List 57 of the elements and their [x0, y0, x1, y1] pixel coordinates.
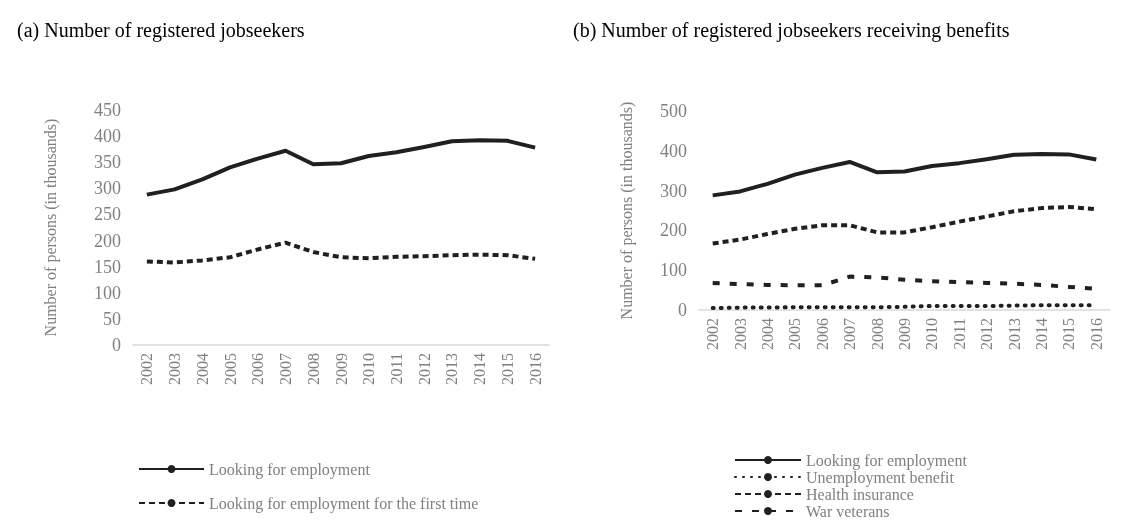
x-tick-label: 2015	[1060, 318, 1078, 350]
x-tick-label: 2006	[249, 353, 267, 385]
y-tick-label: 200	[660, 220, 687, 241]
y-tick-label: 250	[94, 204, 121, 225]
x-tick-label: 2013	[443, 353, 461, 385]
x-tick-label: 2013	[1005, 318, 1023, 350]
y-tick-label: 400	[94, 126, 121, 147]
y-axis-title: Number of persons (in thousands)	[617, 101, 636, 320]
x-tick-label: 2011	[387, 353, 405, 385]
y-tick-label: 450	[94, 100, 121, 120]
x-tick-label: 2002	[704, 318, 722, 350]
legend-label: War veterans	[806, 502, 890, 520]
y-tick-label: 200	[94, 230, 121, 251]
line-series	[144, 240, 538, 265]
x-tick-label: 2010	[360, 353, 378, 385]
x-tick-label: 2011	[950, 318, 968, 350]
line-series	[710, 151, 1099, 198]
y-tick-label: 0	[678, 300, 687, 320]
legend-label: Looking for employment	[806, 451, 968, 470]
x-tick-label: 2014	[471, 353, 489, 385]
y-tick-label: 400	[660, 140, 687, 161]
chart-title: (a) Number of registered jobseekers	[17, 19, 305, 42]
x-tick-label: 2008	[868, 318, 886, 350]
x-tick-label: 2010	[923, 318, 941, 350]
x-tick-label: 2005	[786, 318, 804, 350]
x-tick-label: 2014	[1033, 318, 1050, 350]
x-tick-label: 2004	[759, 318, 776, 350]
x-tick-label: 2012	[415, 353, 433, 385]
x-tick-label: 2009	[332, 353, 350, 385]
x-tick-label: 2009	[896, 318, 913, 350]
x-tick-label: 2007	[277, 353, 295, 385]
x-tick-label: 2016	[526, 353, 544, 385]
y-tick-label: 100	[660, 260, 687, 281]
x-tick-label: 2007	[841, 318, 859, 350]
x-tick-label: 2002	[138, 353, 156, 385]
y-axis-title: Number of persons (in thousands)	[41, 118, 60, 337]
y-tick-label: 300	[94, 178, 121, 199]
y-tick-label: 300	[660, 180, 687, 201]
x-tick-label: 2006	[813, 318, 831, 350]
y-tick-label: 350	[94, 152, 121, 173]
chart-title: (b) Number of registered jobseekers receiving benefits	[573, 19, 1010, 42]
x-tick-label: 2005	[221, 353, 239, 385]
y-tick-label: 150	[94, 256, 121, 277]
x-tick-label: 2003	[166, 353, 184, 385]
y-tick-label: 0	[112, 335, 121, 355]
x-tick-label: 2008	[304, 353, 322, 385]
x-tick-label: 2012	[978, 318, 996, 350]
legend-label: Looking for employment	[209, 460, 371, 479]
y-tick-label: 100	[94, 282, 121, 303]
x-tick-label: 2003	[731, 318, 749, 350]
line-series	[144, 138, 538, 197]
x-tick-label: 2004	[193, 353, 211, 385]
legend-label: Looking for employment for the first time	[209, 494, 479, 513]
y-tick-label: 500	[660, 101, 687, 121]
y-tick-label: 50	[103, 308, 121, 329]
x-tick-label: 2015	[498, 353, 516, 385]
x-tick-label: 2016	[1087, 318, 1105, 350]
